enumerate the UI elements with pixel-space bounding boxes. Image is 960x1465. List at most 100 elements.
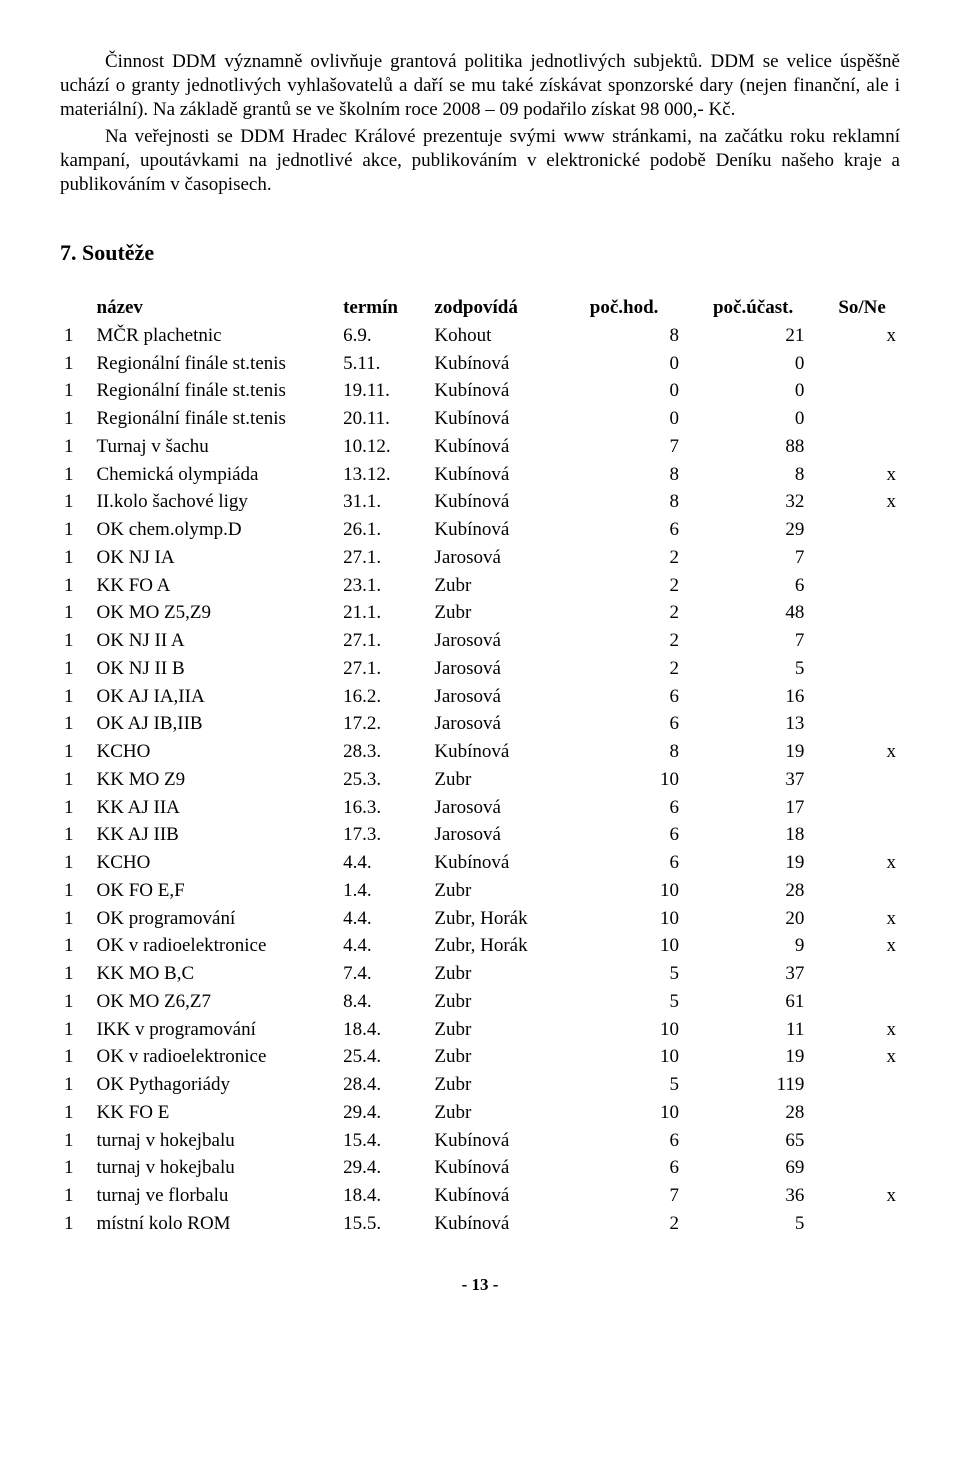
table-row: 1KK MO Z925.3.Zubr1037	[60, 766, 900, 794]
cell-n: 1	[60, 377, 93, 405]
cell-uc: 88	[709, 433, 834, 461]
cell-hod: 0	[586, 350, 709, 378]
cell-resp: Zubr	[430, 988, 585, 1016]
cell-so	[834, 627, 900, 655]
header-sone: So/Ne	[834, 294, 900, 322]
cell-name: turnaj ve florbalu	[93, 1182, 340, 1210]
header-pochod: poč.hod.	[586, 294, 709, 322]
cell-so	[834, 1099, 900, 1127]
cell-name: KK AJ IIB	[93, 821, 340, 849]
cell-resp: Jarosová	[430, 683, 585, 711]
cell-uc: 7	[709, 544, 834, 572]
cell-resp: Zubr	[430, 766, 585, 794]
table-row: 1OK v radioelektronice4.4.Zubr, Horák109…	[60, 932, 900, 960]
cell-so	[834, 599, 900, 627]
table-row: 1KK FO A23.1.Zubr26	[60, 572, 900, 600]
cell-resp: Zubr	[430, 572, 585, 600]
document-page: Činnost DDM významně ovlivňuje grantová …	[0, 0, 960, 1335]
cell-n: 1	[60, 905, 93, 933]
cell-name: KCHO	[93, 849, 340, 877]
cell-name: OK v radioelektronice	[93, 932, 340, 960]
cell-hod: 2	[586, 1210, 709, 1238]
cell-uc: 0	[709, 405, 834, 433]
cell-uc: 6	[709, 572, 834, 600]
cell-so	[834, 544, 900, 572]
cell-term: 15.5.	[339, 1210, 430, 1238]
cell-so	[834, 433, 900, 461]
cell-hod: 10	[586, 877, 709, 905]
cell-term: 5.11.	[339, 350, 430, 378]
cell-uc: 0	[709, 350, 834, 378]
cell-name: OK NJ II B	[93, 655, 340, 683]
cell-name: turnaj v hokejbalu	[93, 1154, 340, 1182]
cell-resp: Kubínová	[430, 738, 585, 766]
cell-uc: 18	[709, 821, 834, 849]
section-heading: 7. Soutěže	[60, 239, 900, 267]
cell-name: KCHO	[93, 738, 340, 766]
cell-n: 1	[60, 1154, 93, 1182]
cell-resp: Zubr	[430, 1071, 585, 1099]
cell-name: Regionální finále st.tenis	[93, 405, 340, 433]
cell-resp: Kubínová	[430, 433, 585, 461]
cell-resp: Kubínová	[430, 1154, 585, 1182]
cell-so	[834, 766, 900, 794]
cell-term: 4.4.	[339, 905, 430, 933]
paragraph-2: Na veřejnosti se DDM Hradec Králové prez…	[60, 125, 900, 196]
cell-uc: 69	[709, 1154, 834, 1182]
cell-term: 19.11.	[339, 377, 430, 405]
cell-name: OK NJ IA	[93, 544, 340, 572]
cell-so	[834, 377, 900, 405]
table-row: 1turnaj ve florbalu18.4.Kubínová736x	[60, 1182, 900, 1210]
cell-hod: 7	[586, 433, 709, 461]
cell-name: OK MO Z6,Z7	[93, 988, 340, 1016]
cell-so	[834, 683, 900, 711]
cell-uc: 5	[709, 655, 834, 683]
cell-hod: 2	[586, 572, 709, 600]
cell-resp: Kubínová	[430, 1210, 585, 1238]
cell-so: x	[834, 488, 900, 516]
table-row: 1OK MO Z6,Z78.4.Zubr561	[60, 988, 900, 1016]
cell-so: x	[834, 849, 900, 877]
cell-hod: 6	[586, 849, 709, 877]
cell-uc: 36	[709, 1182, 834, 1210]
cell-hod: 8	[586, 322, 709, 350]
header-blank	[60, 294, 93, 322]
cell-n: 1	[60, 488, 93, 516]
cell-n: 1	[60, 932, 93, 960]
cell-n: 1	[60, 710, 93, 738]
table-row: 1turnaj v hokejbalu29.4.Kubínová669	[60, 1154, 900, 1182]
cell-hod: 10	[586, 905, 709, 933]
cell-uc: 19	[709, 738, 834, 766]
cell-n: 1	[60, 544, 93, 572]
cell-resp: Jarosová	[430, 627, 585, 655]
cell-term: 21.1.	[339, 599, 430, 627]
cell-name: OK programování	[93, 905, 340, 933]
cell-so	[834, 794, 900, 822]
cell-term: 18.4.	[339, 1182, 430, 1210]
cell-so	[834, 821, 900, 849]
cell-hod: 10	[586, 1016, 709, 1044]
cell-term: 23.1.	[339, 572, 430, 600]
cell-name: OK chem.olymp.D	[93, 516, 340, 544]
cell-n: 1	[60, 1127, 93, 1155]
table-row: 1KK AJ IIB17.3.Jarosová618	[60, 821, 900, 849]
cell-term: 27.1.	[339, 544, 430, 572]
cell-resp: Zubr	[430, 1099, 585, 1127]
table-row: 1KCHO4.4.Kubínová619x	[60, 849, 900, 877]
cell-name: turnaj v hokejbalu	[93, 1127, 340, 1155]
cell-n: 1	[60, 1016, 93, 1044]
cell-resp: Zubr	[430, 1043, 585, 1071]
cell-name: KK AJ IIA	[93, 794, 340, 822]
table-row: 1OK NJ IA27.1.Jarosová27	[60, 544, 900, 572]
cell-name: IKK v programování	[93, 1016, 340, 1044]
cell-n: 1	[60, 405, 93, 433]
cell-term: 28.3.	[339, 738, 430, 766]
cell-n: 1	[60, 683, 93, 711]
cell-uc: 32	[709, 488, 834, 516]
cell-so	[834, 1154, 900, 1182]
table-row: 1turnaj v hokejbalu15.4.Kubínová665	[60, 1127, 900, 1155]
cell-uc: 8	[709, 461, 834, 489]
cell-resp: Zubr, Horák	[430, 932, 585, 960]
cell-n: 1	[60, 322, 93, 350]
cell-hod: 0	[586, 405, 709, 433]
